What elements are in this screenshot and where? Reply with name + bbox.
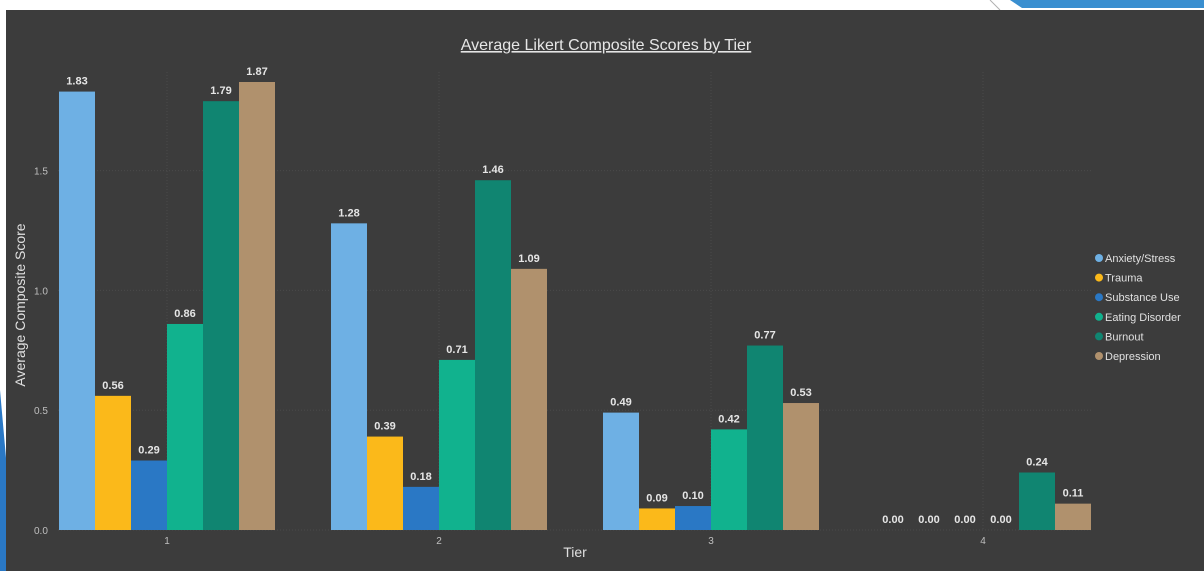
legend-label: Eating Disorder xyxy=(1105,312,1181,324)
bar xyxy=(511,268,547,530)
legend-marker xyxy=(1095,312,1103,321)
slide-accent-top-right xyxy=(1010,0,1204,8)
bar xyxy=(603,412,639,530)
bar xyxy=(639,508,675,530)
bar xyxy=(1055,503,1091,530)
chart-title: Average Likert Composite Scores by Tier xyxy=(461,37,752,54)
legend-label: Substance Use xyxy=(1105,292,1180,304)
legend-marker xyxy=(1095,254,1103,262)
bar xyxy=(747,345,783,530)
data-label: 1.87 xyxy=(246,66,267,78)
data-label: 0.00 xyxy=(954,514,975,526)
data-label: 0.39 xyxy=(374,421,395,433)
bar xyxy=(203,101,239,531)
data-label: 0.10 xyxy=(682,490,703,502)
y-tick-label: 1.5 xyxy=(34,167,48,178)
x-tick-label: 3 xyxy=(708,536,714,547)
bars xyxy=(59,82,1091,531)
legend-label: Trauma xyxy=(1105,273,1143,285)
data-label: 0.49 xyxy=(610,397,631,409)
bar xyxy=(95,395,131,530)
legend-label: Burnout xyxy=(1105,331,1144,343)
y-tick-label: 0.0 xyxy=(34,526,48,537)
data-label: 0.29 xyxy=(138,445,159,457)
data-label: 1.28 xyxy=(338,207,359,219)
y-tick-label: 1.0 xyxy=(34,286,48,297)
data-label: 0.11 xyxy=(1063,488,1084,500)
data-label: 1.79 xyxy=(210,85,231,97)
bar xyxy=(439,359,475,530)
bar xyxy=(167,323,203,530)
data-label: 0.56 xyxy=(102,380,123,392)
legend: Anxiety/Stress Trauma Substance Use Eating … xyxy=(1095,253,1181,363)
bar xyxy=(59,91,95,530)
legend-label: Depression xyxy=(1105,351,1161,363)
data-label: 0.71 xyxy=(446,344,467,356)
slide-accent-line xyxy=(989,0,1001,11)
axis-ticks: 0.0 0.5 1.0 1.5 1 2 3 4 xyxy=(34,167,986,547)
bar xyxy=(711,429,747,530)
data-label: 0.86 xyxy=(174,308,195,320)
data-label: 0.00 xyxy=(882,514,903,526)
x-tick-label: 4 xyxy=(980,536,986,547)
bar xyxy=(331,223,367,530)
bar xyxy=(367,436,403,530)
data-label: 1.09 xyxy=(518,253,539,265)
legend-marker xyxy=(1095,273,1103,282)
data-label: 0.00 xyxy=(990,514,1011,526)
x-tick-label: 1 xyxy=(164,536,170,547)
x-tick-label: 2 xyxy=(436,536,442,547)
data-label: 0.77 xyxy=(754,330,775,342)
y-axis-title: Average Composite Score xyxy=(12,223,28,386)
legend-marker xyxy=(1095,332,1103,341)
data-label: 0.18 xyxy=(410,471,431,483)
data-labels: 1.83 0.56 0.29 0.86 1.79 1.87 1.28 0.39 0.18 0.71… xyxy=(66,66,1083,526)
data-label: 0.42 xyxy=(718,413,739,425)
x-axis-title: Tier xyxy=(563,544,587,560)
bar xyxy=(403,486,439,530)
legend-label: Anxiety/Stress xyxy=(1105,253,1176,265)
legend-marker xyxy=(1095,352,1103,360)
bar xyxy=(239,82,275,530)
bar xyxy=(131,460,167,530)
data-label: 1.83 xyxy=(66,76,87,88)
data-label: 0.53 xyxy=(790,387,811,399)
data-label: 0.24 xyxy=(1026,457,1048,469)
data-label: 0.00 xyxy=(918,514,939,526)
legend-marker xyxy=(1095,293,1103,302)
data-label: 0.09 xyxy=(646,492,667,504)
y-tick-label: 0.5 xyxy=(34,406,48,417)
bar xyxy=(783,403,819,530)
bar xyxy=(675,506,711,530)
bar xyxy=(475,180,511,530)
data-label: 1.46 xyxy=(482,164,503,176)
bar xyxy=(1019,472,1055,530)
